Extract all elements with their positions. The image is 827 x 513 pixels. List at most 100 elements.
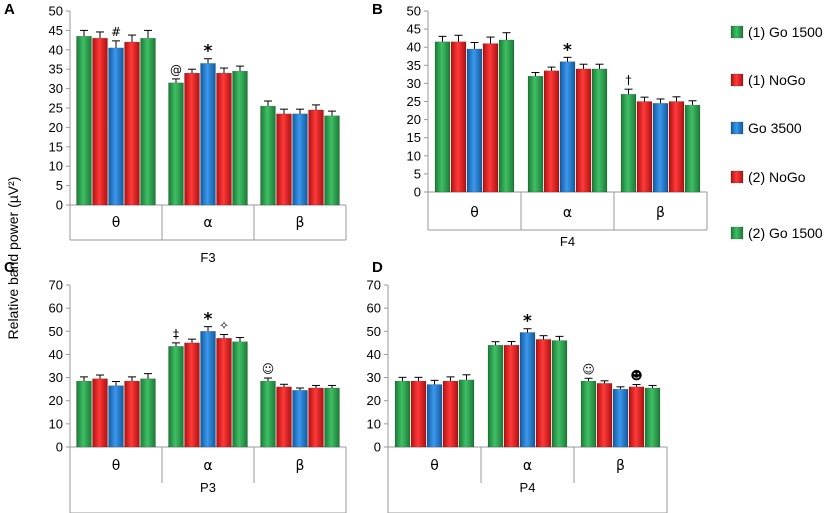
significance-marker: * [204, 310, 213, 330]
category-label: θ [430, 458, 439, 474]
y-tick-label: 40 [367, 347, 381, 362]
bar [168, 346, 184, 448]
bar [292, 113, 308, 206]
bar [628, 386, 645, 448]
bar [140, 378, 156, 448]
category-label: α [203, 215, 212, 231]
category-label: β [616, 458, 625, 474]
y-tick-label: 40 [407, 40, 421, 55]
bar [216, 72, 232, 206]
y-tick-label: 10 [49, 416, 63, 431]
bar [232, 70, 248, 206]
bar [232, 341, 248, 448]
y-tick-label: 25 [49, 101, 63, 116]
y-axis-label: Relative band power (µV²) [5, 177, 21, 340]
y-tick-label: 20 [49, 393, 63, 408]
y-tick-label: 35 [49, 62, 63, 77]
legend-swatch [730, 170, 744, 184]
bar [124, 380, 140, 448]
category-label: α [203, 458, 212, 474]
y-tick-label: 60 [367, 301, 381, 316]
y-tick-label: 15 [407, 130, 421, 145]
legend-label: (1) Go 1500 [748, 24, 823, 40]
bar [519, 332, 536, 448]
legend-swatch [730, 25, 744, 39]
bar [543, 70, 560, 193]
bar [636, 101, 653, 193]
significance-marker: ✧ [219, 319, 229, 333]
bar [292, 390, 308, 448]
bar [426, 384, 443, 448]
panel-label: D [372, 259, 383, 276]
bar [260, 380, 276, 448]
significance-marker: ☺ [262, 362, 275, 376]
legend-swatch [730, 73, 744, 87]
bar [575, 68, 592, 193]
bar [108, 47, 124, 206]
y-tick-label: 10 [49, 159, 63, 174]
bar [76, 35, 92, 206]
bar [434, 41, 451, 193]
bar [108, 385, 124, 448]
y-tick-label: 5 [56, 178, 63, 193]
bar [168, 82, 184, 206]
category-label: α [523, 458, 532, 474]
bar [644, 387, 661, 448]
y-tick-label: 50 [407, 4, 421, 19]
bar [551, 340, 568, 448]
significance-marker: * [204, 42, 213, 62]
bar [260, 105, 276, 206]
category-label: β [296, 458, 305, 474]
bar [612, 388, 629, 448]
y-tick-label: 0 [414, 185, 421, 200]
bar [308, 109, 324, 206]
category-label: β [656, 205, 665, 221]
bar [92, 37, 108, 206]
panel-label: C [4, 259, 15, 276]
bar [498, 39, 515, 193]
panel-c: C 0 10 20 30 40 50 60 70 θ α β P3 ‡ * ✧ ☺ [4, 259, 347, 513]
bar [527, 75, 544, 193]
panel-title: P4 [520, 480, 536, 495]
panel-d: D 0 10 20 30 40 50 60 70 θ α β P4 * ☺ ☻ [367, 259, 668, 513]
bar [324, 387, 340, 448]
category-label: θ [112, 458, 121, 474]
bar [466, 48, 483, 193]
bar [140, 37, 156, 206]
y-tick-label: 20 [367, 393, 381, 408]
y-tick-label: 45 [407, 22, 421, 37]
y-tick-label: 10 [367, 416, 381, 431]
legend: (1) Go 1500 (1) NoGo Go 3500 (2) NoGo (2) Go… [730, 24, 823, 241]
bar [92, 378, 108, 448]
y-tick-label: 0 [374, 440, 381, 455]
bar [450, 41, 467, 193]
bar [184, 72, 200, 206]
y-tick-label: 20 [407, 112, 421, 127]
bar [684, 104, 701, 193]
bar [276, 386, 292, 448]
y-tick-label: 40 [49, 347, 63, 362]
panel-label: A [4, 1, 15, 18]
bar [184, 342, 200, 448]
bar [458, 379, 475, 448]
panel-label: B [372, 1, 383, 18]
legend-label: (2) NoGo [748, 169, 806, 185]
bar [324, 115, 340, 206]
panel-b: B 0 5 10 15 20 25 30 35 40 45 50 θ α β F4 * † [372, 1, 708, 249]
y-tick-label: 50 [49, 4, 63, 19]
y-tick-label: 40 [49, 42, 63, 57]
bar [580, 380, 597, 448]
category-label: θ [470, 205, 479, 221]
significance-marker: * [523, 312, 532, 332]
bar [652, 103, 669, 193]
bar [200, 331, 216, 448]
panel-title: P3 [200, 480, 216, 495]
bar [200, 63, 216, 206]
significance-marker: # [111, 25, 121, 39]
y-tick-label: 50 [49, 324, 63, 339]
legend-label: Go 3500 [748, 120, 802, 136]
y-tick-label: 30 [49, 370, 63, 385]
y-tick-label: 60 [49, 301, 63, 316]
bar [216, 337, 232, 448]
